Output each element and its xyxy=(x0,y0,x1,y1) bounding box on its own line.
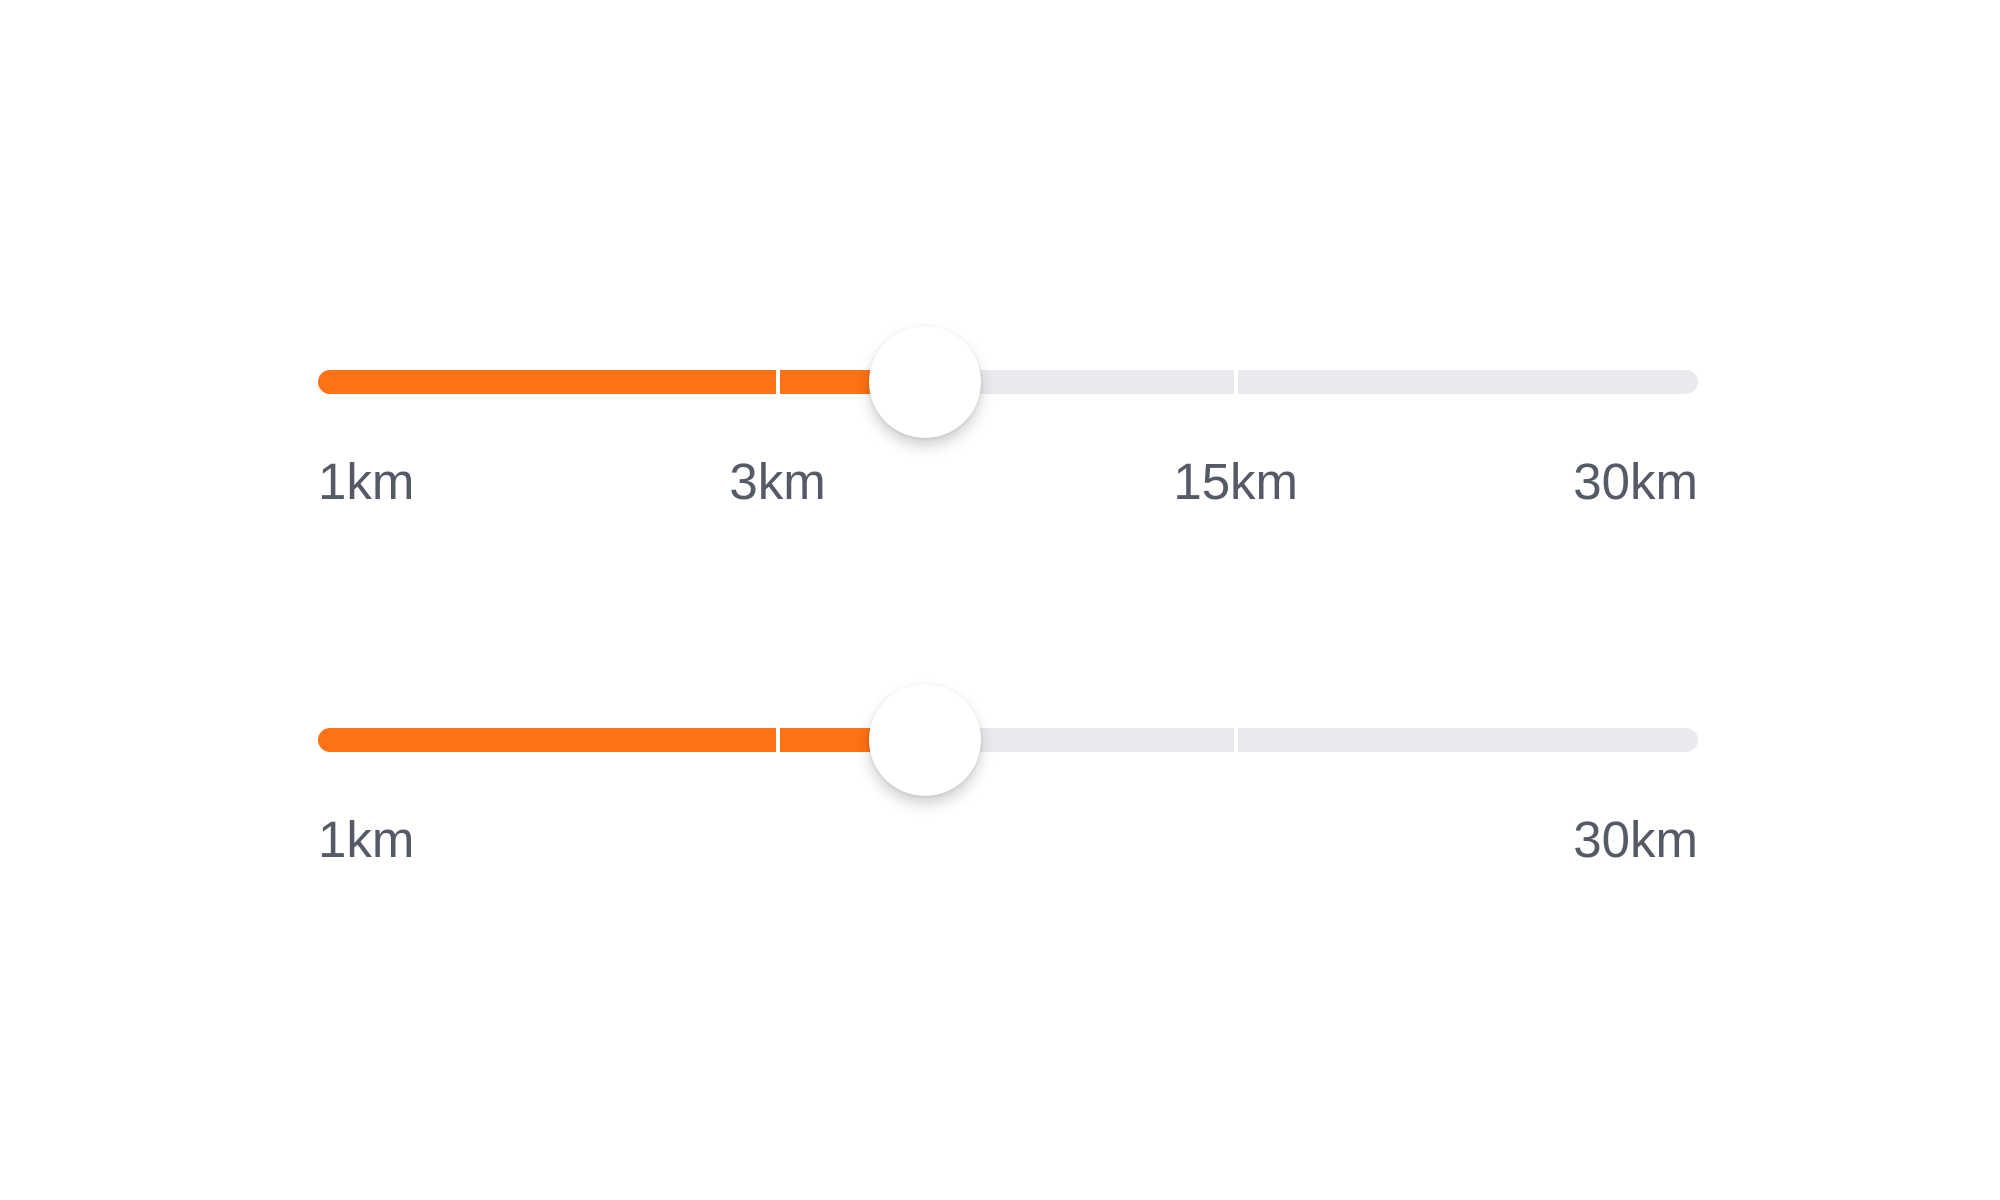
slider-step-tick xyxy=(775,728,780,752)
distance-slider-with-steps[interactable]: 1km 3km 15km 30km xyxy=(318,326,1698,510)
slider-label-3km: 3km xyxy=(729,453,826,510)
slider-step-tick xyxy=(775,370,780,394)
slider-step-tick xyxy=(1233,728,1238,752)
distance-slider-min-max[interactable]: 1km 30km xyxy=(318,684,1698,868)
slider-label-min: 1km xyxy=(318,453,415,510)
slider-thumb[interactable] xyxy=(869,326,982,438)
slider-step-tick xyxy=(1233,370,1238,394)
slider-track[interactable] xyxy=(318,370,1698,394)
slider-thumb[interactable] xyxy=(869,684,982,796)
slider-label-min: 1km xyxy=(318,811,415,868)
slider-label-15km: 15km xyxy=(1173,453,1299,510)
slider-label-max: 30km xyxy=(1573,453,1698,510)
slider-fill xyxy=(318,370,926,394)
slider-label-max: 30km xyxy=(1573,811,1698,868)
slider-track[interactable] xyxy=(318,728,1698,752)
slider-fill xyxy=(318,728,926,752)
